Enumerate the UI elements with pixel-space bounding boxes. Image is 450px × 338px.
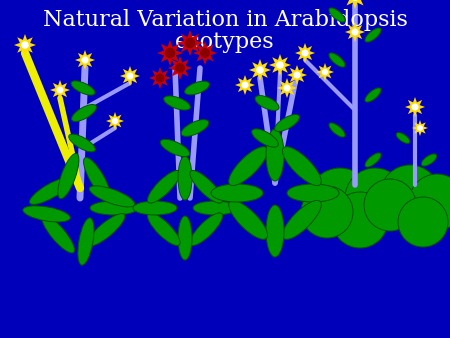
Circle shape xyxy=(294,72,300,78)
Ellipse shape xyxy=(283,200,321,239)
Ellipse shape xyxy=(283,147,321,186)
Circle shape xyxy=(166,48,175,57)
Polygon shape xyxy=(249,59,271,81)
Ellipse shape xyxy=(190,170,223,203)
Circle shape xyxy=(57,87,63,93)
Polygon shape xyxy=(120,66,140,86)
Ellipse shape xyxy=(329,123,345,137)
Ellipse shape xyxy=(87,214,125,246)
Ellipse shape xyxy=(72,104,96,121)
Ellipse shape xyxy=(329,53,345,67)
Circle shape xyxy=(202,50,208,56)
Circle shape xyxy=(176,64,184,72)
Polygon shape xyxy=(277,78,297,98)
Polygon shape xyxy=(177,30,203,56)
Circle shape xyxy=(186,39,194,47)
Ellipse shape xyxy=(329,8,345,22)
Ellipse shape xyxy=(274,115,299,131)
Polygon shape xyxy=(343,0,367,9)
Ellipse shape xyxy=(133,201,177,215)
Polygon shape xyxy=(14,34,36,56)
Circle shape xyxy=(166,49,174,57)
Ellipse shape xyxy=(178,216,192,260)
Ellipse shape xyxy=(255,96,279,111)
Polygon shape xyxy=(295,43,315,63)
Circle shape xyxy=(301,186,353,238)
Ellipse shape xyxy=(58,153,79,199)
Circle shape xyxy=(332,192,388,248)
Circle shape xyxy=(242,82,248,88)
Text: Natural Variation in Arabidopsis: Natural Variation in Arabidopsis xyxy=(43,9,407,31)
Circle shape xyxy=(398,197,448,247)
Circle shape xyxy=(112,119,117,123)
Polygon shape xyxy=(287,65,307,85)
Ellipse shape xyxy=(181,120,209,136)
Polygon shape xyxy=(405,97,425,117)
Ellipse shape xyxy=(23,206,70,222)
Circle shape xyxy=(284,85,290,91)
Circle shape xyxy=(257,67,263,73)
Ellipse shape xyxy=(160,139,190,157)
Circle shape xyxy=(345,168,405,228)
Ellipse shape xyxy=(229,200,268,239)
Ellipse shape xyxy=(42,215,75,253)
Circle shape xyxy=(380,165,440,225)
Ellipse shape xyxy=(211,184,263,202)
Polygon shape xyxy=(412,120,428,136)
Ellipse shape xyxy=(148,213,180,245)
Ellipse shape xyxy=(84,158,110,200)
Circle shape xyxy=(82,57,88,63)
Circle shape xyxy=(177,65,183,71)
Ellipse shape xyxy=(365,88,381,102)
Polygon shape xyxy=(193,41,217,65)
Ellipse shape xyxy=(266,129,284,181)
Circle shape xyxy=(409,174,450,230)
Circle shape xyxy=(201,49,209,57)
Polygon shape xyxy=(269,54,291,76)
Polygon shape xyxy=(168,56,192,80)
Circle shape xyxy=(308,168,372,232)
Circle shape xyxy=(156,74,164,82)
Polygon shape xyxy=(50,80,70,100)
Polygon shape xyxy=(235,75,255,95)
Polygon shape xyxy=(106,112,124,130)
Ellipse shape xyxy=(71,81,95,95)
Ellipse shape xyxy=(252,129,279,147)
Circle shape xyxy=(127,73,133,79)
Ellipse shape xyxy=(421,154,436,166)
Polygon shape xyxy=(149,67,171,89)
Ellipse shape xyxy=(164,96,190,110)
Circle shape xyxy=(352,29,358,35)
Polygon shape xyxy=(316,63,334,81)
Ellipse shape xyxy=(184,81,209,95)
Polygon shape xyxy=(75,50,95,70)
Circle shape xyxy=(22,42,28,48)
Ellipse shape xyxy=(30,177,72,204)
Ellipse shape xyxy=(266,205,284,257)
Ellipse shape xyxy=(78,218,94,265)
Ellipse shape xyxy=(229,147,268,186)
Ellipse shape xyxy=(69,134,95,152)
Circle shape xyxy=(418,126,422,130)
Ellipse shape xyxy=(90,201,138,215)
Circle shape xyxy=(277,62,283,68)
Ellipse shape xyxy=(148,170,180,203)
Polygon shape xyxy=(345,22,365,42)
Ellipse shape xyxy=(89,186,135,207)
Polygon shape xyxy=(157,40,183,66)
Ellipse shape xyxy=(365,153,381,167)
Text: ecotypes: ecotypes xyxy=(175,31,275,53)
Circle shape xyxy=(412,104,418,110)
Ellipse shape xyxy=(193,201,237,215)
Ellipse shape xyxy=(190,213,223,245)
Ellipse shape xyxy=(396,132,410,143)
Circle shape xyxy=(185,39,194,48)
Circle shape xyxy=(364,179,416,231)
Circle shape xyxy=(323,70,328,74)
Ellipse shape xyxy=(178,156,192,200)
Circle shape xyxy=(302,50,308,56)
Circle shape xyxy=(157,75,163,81)
Ellipse shape xyxy=(365,28,381,42)
Ellipse shape xyxy=(287,184,339,202)
